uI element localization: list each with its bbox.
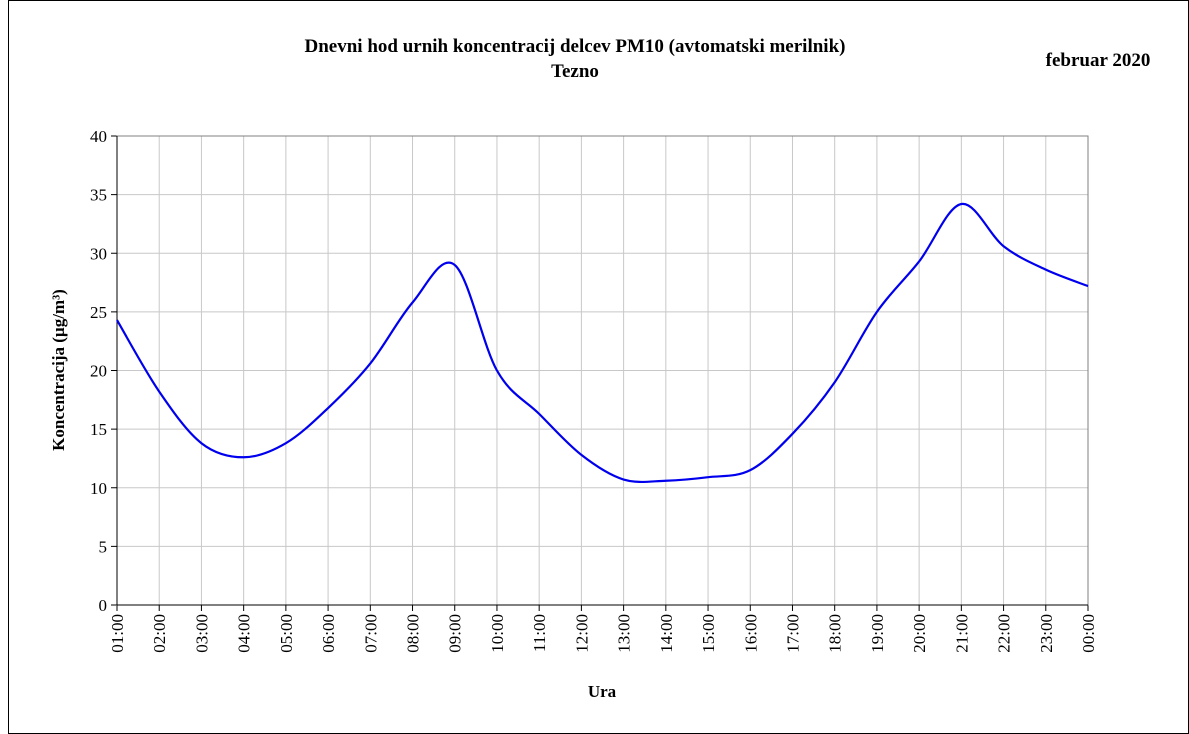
x-axis-label: Ura xyxy=(588,682,617,701)
x-tick-label: 22:00 xyxy=(995,614,1014,653)
y-tick-label: 10 xyxy=(90,479,107,498)
y-axis-label: Koncentracija (µg/m³) xyxy=(49,289,68,451)
chart-title: Dnevni hod urnih koncentracij delcev PM1… xyxy=(305,36,846,57)
x-tick-label: 15:00 xyxy=(699,614,718,653)
x-tick-label: 05:00 xyxy=(277,614,296,653)
x-tick-label: 06:00 xyxy=(319,614,338,653)
y-tick-label: 5 xyxy=(99,537,108,556)
x-tick-label: 00:00 xyxy=(1079,614,1098,653)
y-tick-label: 15 xyxy=(90,420,107,439)
x-tick-label: 03:00 xyxy=(192,614,211,653)
x-tick-label: 23:00 xyxy=(1037,614,1056,653)
x-tick-label: 14:00 xyxy=(657,614,676,653)
x-tick-label: 04:00 xyxy=(235,614,254,653)
x-tick-label: 01:00 xyxy=(108,614,127,653)
x-tick-label: 12:00 xyxy=(572,614,591,653)
y-tick-label: 30 xyxy=(90,244,107,263)
x-tick-label: 20:00 xyxy=(910,614,929,653)
x-tick-label: 10:00 xyxy=(488,614,507,653)
x-tick-label: 08:00 xyxy=(404,614,423,653)
x-tick-label: 13:00 xyxy=(615,614,634,653)
y-tick-label: 40 xyxy=(90,127,107,146)
x-tick-label: 02:00 xyxy=(150,614,169,653)
x-tick-label: 18:00 xyxy=(826,614,845,653)
chart-subtitle: februar 2020 xyxy=(1046,50,1151,71)
chart-title: Tezno xyxy=(551,61,599,82)
frame xyxy=(8,0,1189,734)
data-line xyxy=(116,202,1089,484)
x-tick-label: 16:00 xyxy=(741,614,760,653)
x-tick-label: 19:00 xyxy=(868,614,887,653)
x-tick-label: 11:00 xyxy=(530,614,549,652)
x-tick-label: 21:00 xyxy=(952,614,971,653)
y-tick-label: 20 xyxy=(90,362,107,381)
y-tick-label: 25 xyxy=(90,303,107,322)
y-tick-label: 0 xyxy=(99,596,108,615)
y-tick-label: 35 xyxy=(90,186,107,205)
x-tick-label: 07:00 xyxy=(361,614,380,653)
x-tick-label: 09:00 xyxy=(446,614,465,653)
x-tick-label: 17:00 xyxy=(783,614,802,653)
